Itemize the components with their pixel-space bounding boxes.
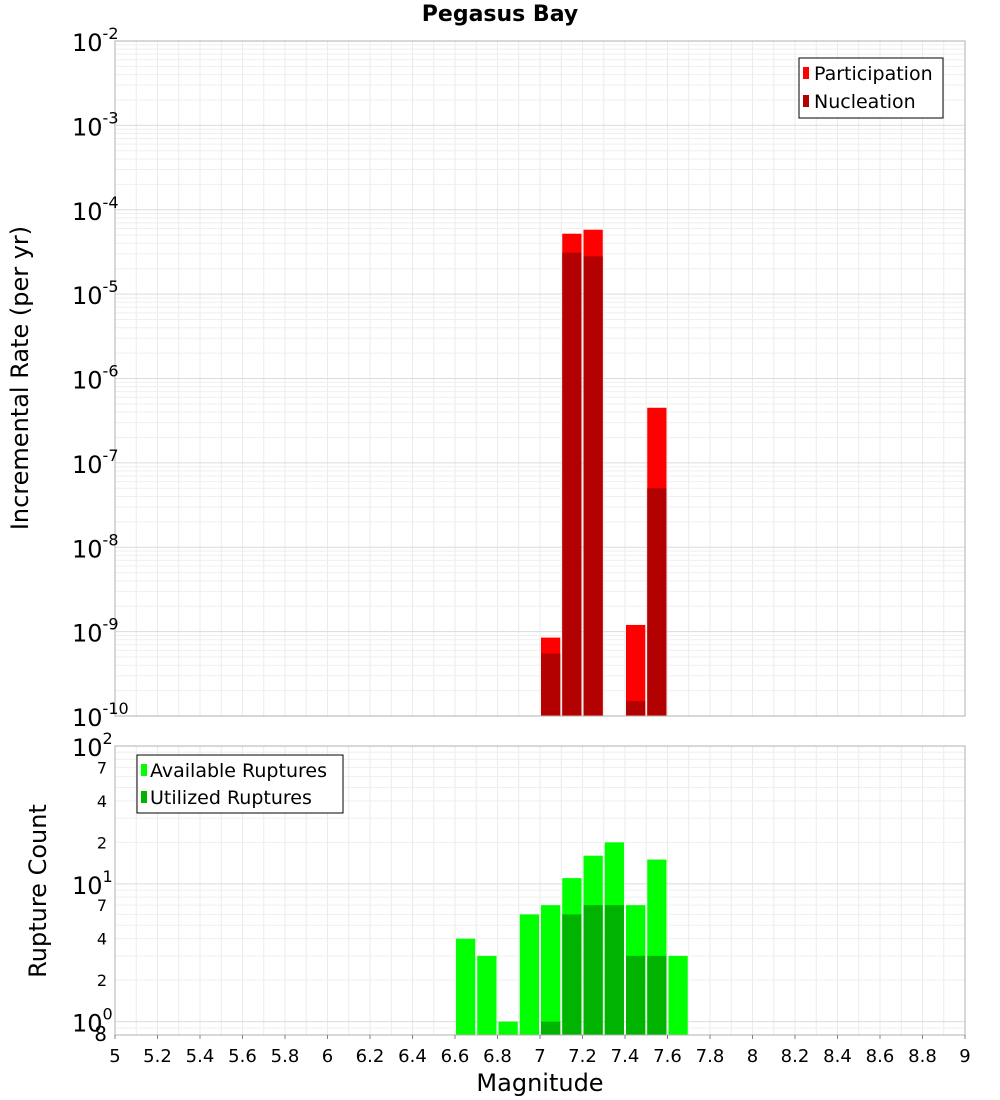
bottom-y-axis-label: Rupture Count	[24, 804, 52, 978]
x-ticks: 5 5.2 5.4 5.6 5.8 6 6.2 6.4 6.6 6.8 7 7.2 7.4 7.6 7.8 8…	[109, 1035, 971, 1067]
x-tick-label: 8	[747, 1046, 758, 1067]
legend-label-utilized: Utilized Ruptures	[150, 787, 312, 809]
bottom-legend: Available Ruptures Utilized Ruptures	[136, 754, 344, 814]
bottom-y-minor-tick-label: 7	[97, 896, 107, 915]
bottom-y-minor-tick-label: 4	[97, 930, 107, 949]
legend-swatch-available	[141, 764, 147, 776]
x-tick-label: 5.4	[186, 1046, 215, 1067]
x-tick-label: 5.6	[228, 1046, 257, 1067]
bottom-bar-utilized-ruptures	[647, 955, 667, 1035]
bottom-bar-available-ruptures	[668, 955, 688, 1035]
top-y-tick-label: 10-4	[72, 193, 119, 226]
bottom-bar-utilized-ruptures	[583, 905, 603, 1035]
top-bar-participation	[626, 624, 646, 716]
x-tick-label: 5	[109, 1046, 120, 1067]
bottom-bar-available-ruptures	[456, 938, 476, 1035]
bottom-bar-utilized-ruptures	[626, 955, 646, 1035]
x-tick-label: 6	[322, 1046, 333, 1067]
top-bar-nucleation	[583, 256, 603, 716]
bottom-y-minor-tick-label: 2	[97, 833, 107, 852]
bottom-bar-utilized-ruptures	[562, 914, 582, 1035]
top-y-tick-label: 10-3	[72, 108, 119, 141]
bottom-bar-utilized-ruptures	[604, 905, 624, 1035]
x-tick-label: 7.2	[568, 1046, 597, 1067]
bottom-y-tick-label: 102	[72, 729, 113, 762]
bottom-bar-available-ruptures	[519, 914, 539, 1035]
top-bar-nucleation	[626, 701, 646, 716]
x-tick-label: 6.6	[441, 1046, 470, 1067]
x-tick-label: 8.2	[781, 1046, 810, 1067]
top-y-tick-label: 10-9	[72, 615, 119, 648]
legend-label-nucleation: Nucleation	[814, 91, 916, 113]
x-tick-label: 7.4	[611, 1046, 640, 1067]
x-tick-label: 6.2	[356, 1046, 385, 1067]
legend-label-available: Available Ruptures	[150, 760, 327, 782]
top-y-axis-label: Incremental Rate (per yr)	[6, 226, 34, 530]
x-tick-label: 8.4	[823, 1046, 852, 1067]
x-tick-label: 9	[959, 1046, 970, 1067]
top-plot-frame	[114, 40, 966, 717]
bottom-y-minor-tick-label: 2	[97, 971, 107, 990]
x-tick-label: 5.8	[271, 1046, 300, 1067]
bottom-bar-available-ruptures	[541, 905, 561, 1035]
top-y-tick-label: 10-2	[72, 24, 119, 57]
legend-swatch-participation	[803, 67, 809, 79]
x-tick-label: 7.6	[653, 1046, 682, 1067]
legend-swatch-utilized	[141, 791, 147, 803]
x-tick-label: 7.8	[696, 1046, 725, 1067]
bottom-y-minor-tick-label: 8	[94, 1022, 107, 1046]
x-axis-label: Magnitude	[476, 1069, 603, 1097]
x-tick-label: 5.2	[143, 1046, 172, 1067]
top-bar-nucleation	[562, 252, 582, 716]
top-legend: Participation Nucleation	[798, 57, 944, 119]
x-tick-label: 7	[534, 1046, 545, 1067]
bottom-y-minor-tick-label: 7	[97, 758, 107, 777]
top-bars	[541, 229, 667, 717]
chart-title: Pegasus Bay	[421, 2, 579, 27]
bottom-bar-utilized-ruptures	[541, 1021, 561, 1035]
top-bar-nucleation	[647, 488, 667, 716]
top-y-tick-label: 10-8	[72, 530, 119, 563]
x-tick-label: 8.8	[908, 1046, 937, 1067]
top-y-tick-label: 10-10	[72, 699, 129, 732]
bottom-y-minor-tick-label: 4	[97, 792, 107, 811]
x-tick-label: 8.6	[866, 1046, 895, 1067]
legend-swatch-nucleation	[803, 95, 809, 107]
bottom-grid	[114, 745, 966, 1036]
top-grid	[114, 40, 966, 717]
x-tick-label: 6.4	[398, 1046, 427, 1067]
top-bar-nucleation	[541, 653, 561, 716]
bottom-bar-available-ruptures	[477, 955, 497, 1035]
top-y-tick-label: 10-6	[72, 362, 119, 395]
bottom-y-tick-label: 101	[72, 867, 113, 900]
bottom-bar-available-ruptures	[498, 1021, 518, 1035]
top-y-tick-label: 10-7	[72, 446, 119, 479]
x-tick-label: 6.8	[483, 1046, 512, 1067]
bottom-bars	[456, 842, 688, 1035]
top-y-tick-label: 10-5	[72, 277, 119, 310]
legend-label-participation: Participation	[814, 63, 933, 85]
